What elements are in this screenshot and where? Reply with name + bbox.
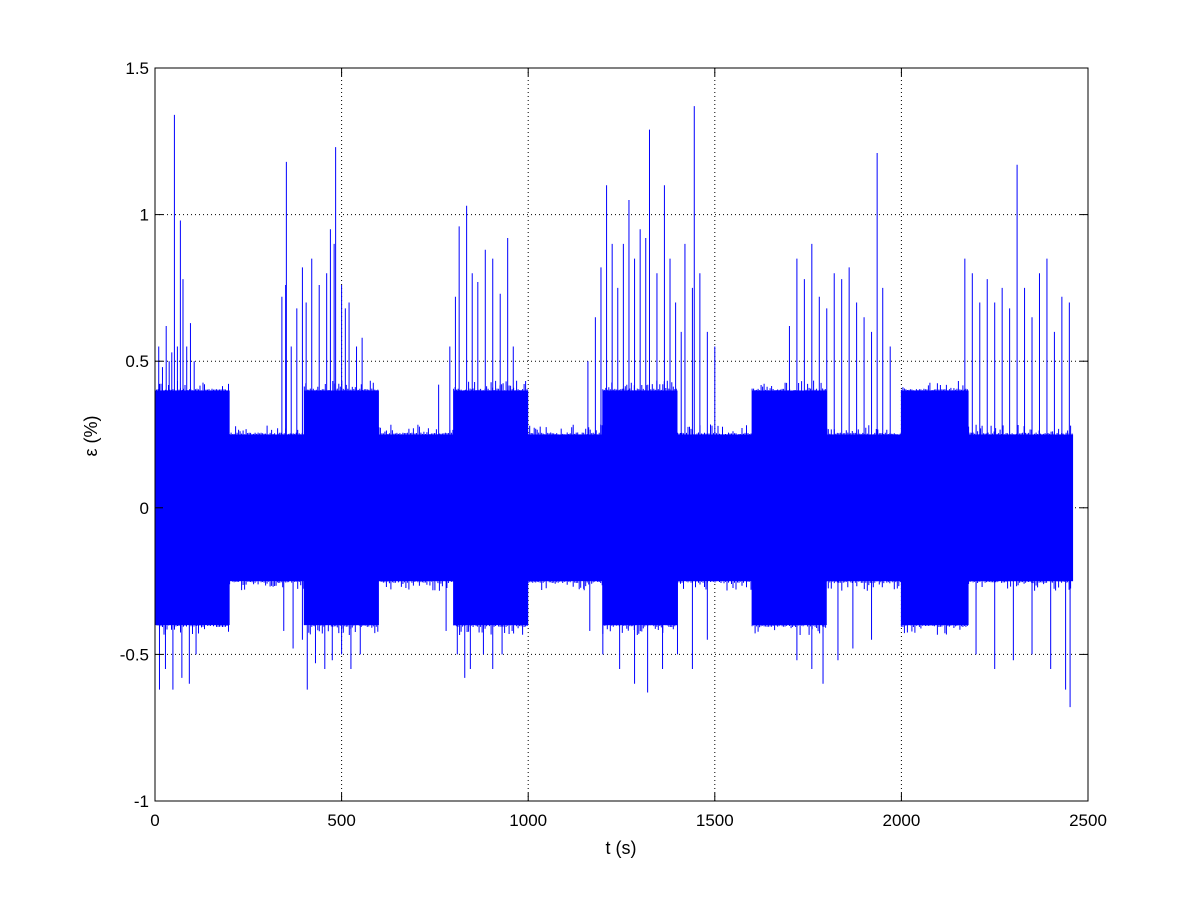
- y-tick-label: -1: [134, 792, 149, 811]
- x-tick-label: 1500: [696, 811, 734, 830]
- tick-labels: 0 500 1000 1500 2000 2500 -1 -0.5 0 0.5 1 1.5: [120, 59, 1107, 830]
- y-tick-label: 1.5: [125, 59, 149, 78]
- series-line: [154, 106, 1074, 708]
- x-axis-label: t (s): [606, 838, 637, 858]
- y-tick-label: 1: [140, 206, 149, 225]
- x-tick-label: 500: [327, 811, 355, 830]
- y-tick-label: 0: [140, 499, 149, 518]
- tick-marks: [154, 67, 1089, 802]
- y-axis-label: ε (%): [81, 415, 101, 456]
- series-layer: [154, 106, 1074, 708]
- x-tick-label: 2500: [1069, 811, 1107, 830]
- x-tick-label: 1000: [509, 811, 547, 830]
- x-tick-label: 2000: [882, 811, 920, 830]
- y-tick-label: -0.5: [120, 645, 149, 664]
- y-tick-label: 0.5: [125, 352, 149, 371]
- x-tick-label: 0: [150, 811, 159, 830]
- plot-frame: [154, 67, 1089, 802]
